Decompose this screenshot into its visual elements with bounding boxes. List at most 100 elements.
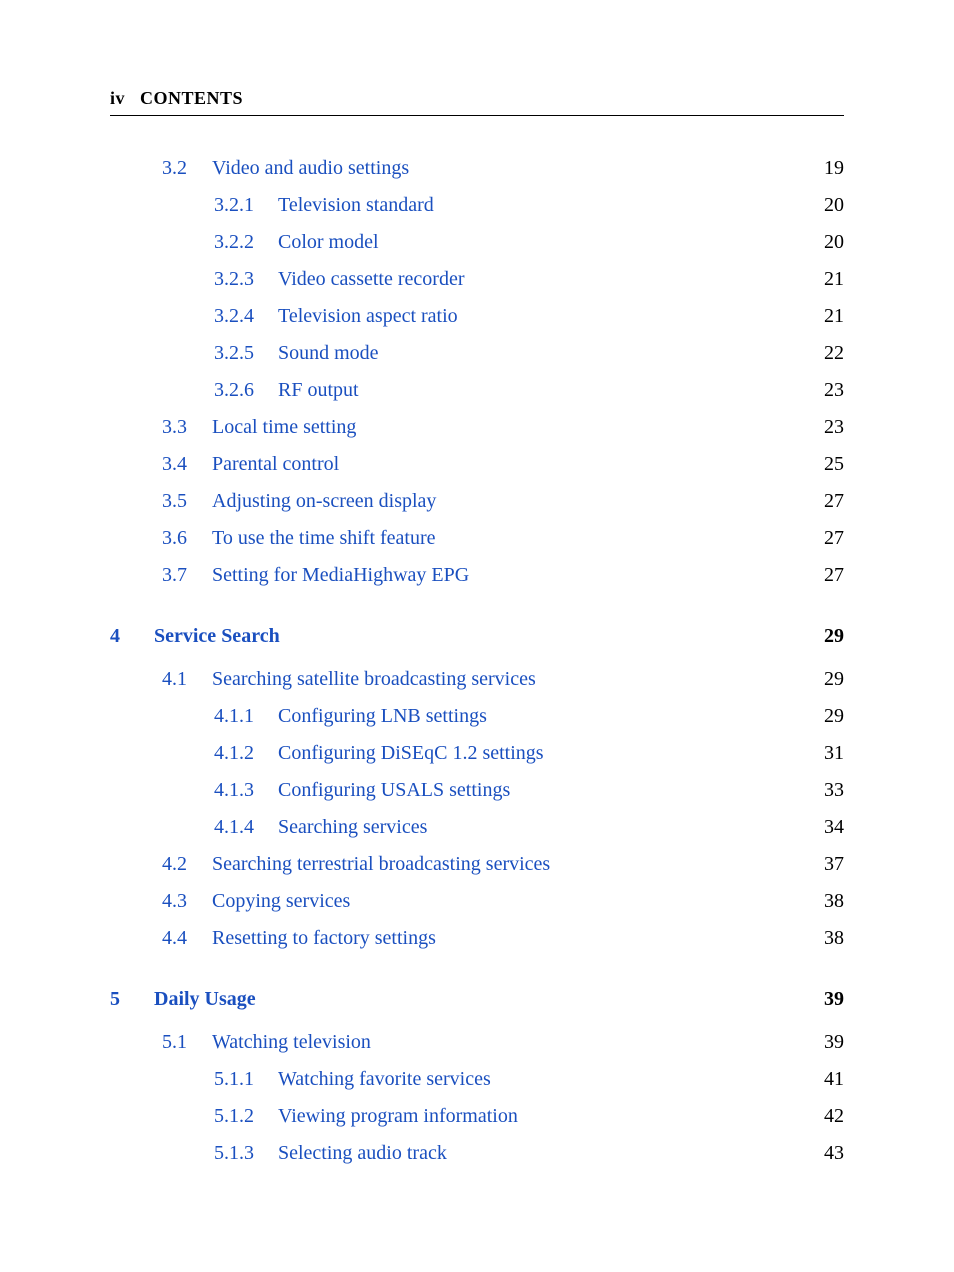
toc-title[interactable]: Configuring USALS settings	[278, 780, 510, 800]
toc-subsection: 4.1.1 Configuring LNB settings 29	[110, 698, 844, 735]
toc-number[interactable]: 4.1.1	[214, 706, 278, 726]
toc-page: 23	[808, 417, 844, 437]
toc-title[interactable]: Selecting audio track	[278, 1143, 447, 1163]
toc-number[interactable]: 3.2.4	[214, 306, 278, 326]
toc-title[interactable]: Daily Usage	[154, 989, 256, 1009]
toc-section: 3.5 Adjusting on-screen display 27	[110, 483, 844, 520]
toc-page: 38	[808, 891, 844, 911]
toc-page: 23	[808, 380, 844, 400]
toc-section: 4.4 Resetting to factory settings 38	[110, 920, 844, 957]
toc-number[interactable]: 4.1.2	[214, 743, 278, 763]
toc-page: 19	[808, 158, 844, 178]
toc-title[interactable]: Local time setting	[212, 417, 356, 437]
toc-subsection: 3.2.1 Television standard 20	[110, 187, 844, 224]
toc-page: 20	[808, 232, 844, 252]
toc-number[interactable]: 3.2.6	[214, 380, 278, 400]
toc-title[interactable]: Viewing program information	[278, 1106, 518, 1126]
toc-section: 4.2 Searching terrestrial broadcasting s…	[110, 846, 844, 883]
toc-subsection: 4.1.2 Configuring DiSEqC 1.2 settings 31	[110, 735, 844, 772]
toc-subsection: 3.2.6 RF output 23	[110, 372, 844, 409]
toc-number[interactable]: 4.4	[162, 928, 212, 948]
toc-page: 31	[808, 743, 844, 763]
toc-title[interactable]: Resetting to factory settings	[212, 928, 436, 948]
toc-number[interactable]: 3.2.5	[214, 343, 278, 363]
toc-number[interactable]: 3.2.3	[214, 269, 278, 289]
toc-page: 39	[808, 989, 844, 1009]
toc-page: 27	[808, 491, 844, 511]
toc-page: 27	[808, 565, 844, 585]
toc-section: 4.3 Copying services 38	[110, 883, 844, 920]
toc-title[interactable]: Copying services	[212, 891, 350, 911]
toc-subsection: 3.2.2 Color model 20	[110, 224, 844, 261]
toc-chapter: 5 Daily Usage 39	[110, 981, 844, 1018]
toc-subsection: 5.1.3 Selecting audio track 43	[110, 1135, 844, 1172]
toc-section: 3.2 Video and audio settings 19	[110, 150, 844, 187]
toc-number[interactable]: 5.1	[162, 1032, 212, 1052]
toc-section: 3.4 Parental control 25	[110, 446, 844, 483]
toc-number[interactable]: 4.1.3	[214, 780, 278, 800]
toc-title[interactable]: Setting for MediaHighway EPG	[212, 565, 469, 585]
toc-title[interactable]: Adjusting on-screen display	[212, 491, 436, 511]
toc-title[interactable]: To use the time shift feature	[212, 528, 436, 548]
toc-page: 22	[808, 343, 844, 363]
toc-chapter: 4 Service Search 29	[110, 618, 844, 655]
toc-subsection: 3.2.3 Video cassette recorder 21	[110, 261, 844, 298]
toc-page: 33	[808, 780, 844, 800]
toc-page: 37	[808, 854, 844, 874]
toc-title[interactable]: Video and audio settings	[212, 158, 409, 178]
toc-page: 39	[808, 1032, 844, 1052]
toc-number[interactable]: 5.1.3	[214, 1143, 278, 1163]
toc-title[interactable]: Watching television	[212, 1032, 371, 1052]
page: iv CONTENTS 3.2 Video and audio settings…	[0, 0, 954, 1272]
toc-page: 41	[808, 1069, 844, 1089]
toc-page: 29	[808, 706, 844, 726]
toc-section: 5.1 Watching television 39	[110, 1024, 844, 1061]
toc-number[interactable]: 5.1.1	[214, 1069, 278, 1089]
running-head: iv CONTENTS	[110, 88, 844, 116]
toc-number[interactable]: 4	[110, 626, 154, 646]
toc-page: 43	[808, 1143, 844, 1163]
toc-title[interactable]: Searching services	[278, 817, 427, 837]
toc-number[interactable]: 4.2	[162, 854, 212, 874]
toc-number[interactable]: 3.2.2	[214, 232, 278, 252]
toc-title[interactable]: RF output	[278, 380, 359, 400]
toc-page: 20	[808, 195, 844, 215]
toc-title[interactable]: Color model	[278, 232, 379, 252]
toc-title[interactable]: Television standard	[278, 195, 434, 215]
table-of-contents: 3.2 Video and audio settings 19 3.2.1 Te…	[110, 150, 844, 1172]
toc-title[interactable]: Parental control	[212, 454, 339, 474]
toc-title[interactable]: Sound mode	[278, 343, 379, 363]
toc-number[interactable]: 3.5	[162, 491, 212, 511]
toc-number[interactable]: 3.3	[162, 417, 212, 437]
toc-title: Configuring DiSEqC 1.2 settings	[278, 743, 544, 763]
toc-title[interactable]: Searching satellite broadcasting service…	[212, 669, 536, 689]
toc-title[interactable]: Watching favorite services	[278, 1069, 491, 1089]
toc-number[interactable]: 3.6	[162, 528, 212, 548]
toc-page: 21	[808, 306, 844, 326]
toc-page: 27	[808, 528, 844, 548]
toc-number[interactable]: 3.4	[162, 454, 212, 474]
toc-subsection: 5.1.1 Watching favorite services 41	[110, 1061, 844, 1098]
toc-number[interactable]: 5.1.2	[214, 1106, 278, 1126]
running-head-page: iv	[110, 88, 125, 108]
toc-number[interactable]: 5	[110, 989, 154, 1009]
toc-page: 29	[808, 626, 844, 646]
toc-subsection: 5.1.2 Viewing program information 42	[110, 1098, 844, 1135]
toc-subsection: 4.1.4 Searching services 34	[110, 809, 844, 846]
toc-title[interactable]: Searching terrestrial broadcasting servi…	[212, 854, 550, 874]
toc-subsection: 3.2.4 Television aspect ratio 21	[110, 298, 844, 335]
toc-title[interactable]: Service Search	[154, 626, 280, 646]
toc-number[interactable]: 3.2	[162, 158, 212, 178]
toc-section: 3.7 Setting for MediaHighway EPG 27	[110, 557, 844, 594]
toc-page: 34	[808, 817, 844, 837]
toc-page: 38	[808, 928, 844, 948]
toc-number[interactable]: 4.1	[162, 669, 212, 689]
toc-title[interactable]: Television aspect ratio	[278, 306, 458, 326]
toc-number[interactable]: 4.1.4	[214, 817, 278, 837]
toc-number[interactable]: 3.7	[162, 565, 212, 585]
running-head-label: CONTENTS	[140, 88, 243, 108]
toc-number[interactable]: 3.2.1	[214, 195, 278, 215]
toc-title[interactable]: Configuring LNB settings	[278, 706, 487, 726]
toc-title[interactable]: Video cassette recorder	[278, 269, 464, 289]
toc-number[interactable]: 4.3	[162, 891, 212, 911]
